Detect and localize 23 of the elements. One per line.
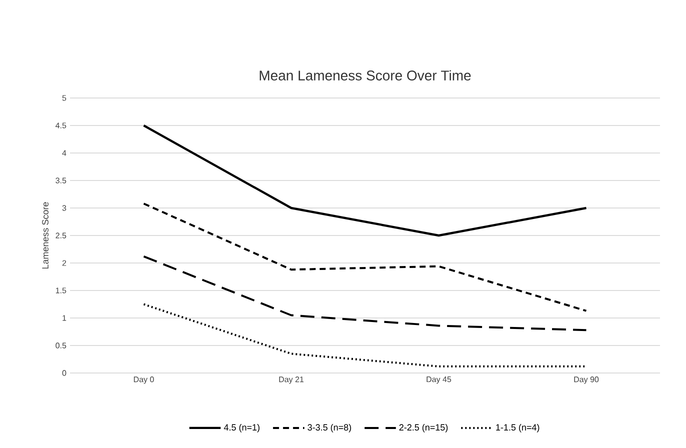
y-tick-label: 0.5 [56, 342, 66, 348]
y-tick-label: 2.5 [56, 232, 66, 238]
legend-label: 1-1.5 (n=4) [496, 424, 540, 432]
x-tick-label: Day 45 [426, 376, 452, 384]
line-series [142, 255, 588, 332]
y-tick-label: 2 [62, 260, 66, 266]
x-tick-label: Day 0 [134, 376, 154, 384]
y-tick-label: 0 [62, 370, 66, 376]
y-tick-label: 5 [62, 95, 66, 101]
y-tick-label: 4.5 [56, 122, 66, 128]
y-axis-title: Lameness Score [42, 202, 48, 269]
legend-label: 3-3.5 (n=8) [308, 424, 352, 432]
legend-label: 2-2.5 (n=15) [399, 424, 448, 432]
y-tick-label: 1 [62, 315, 66, 321]
y-tick-label: 4 [62, 150, 66, 156]
y-tick-label: 3.5 [56, 178, 66, 184]
legend-label: 4.5 (n=1) [224, 424, 260, 432]
y-tick-label: 1.5 [56, 288, 66, 294]
y-tick-label: 3 [62, 205, 66, 211]
x-tick-label: Day 90 [574, 376, 599, 384]
line-series [142, 202, 588, 312]
x-tick-label: Day 21 [279, 376, 304, 384]
chart-title: Mean Lameness Score Over Time [260, 70, 471, 80]
